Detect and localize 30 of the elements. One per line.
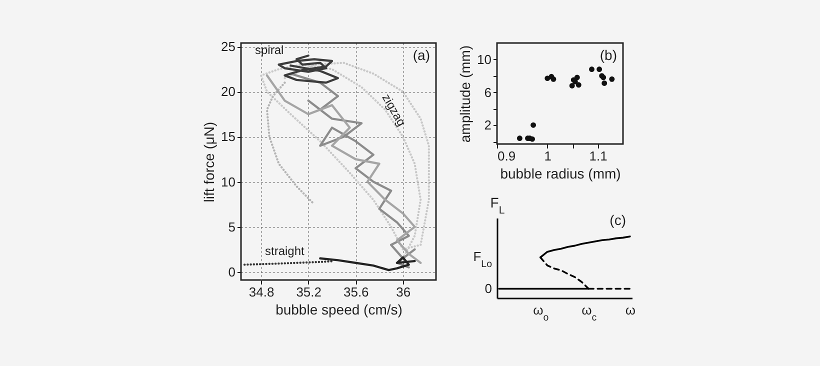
x-tick-label: 34.8 [248,284,274,300]
annotation: (a) [412,47,430,63]
x-axis-title: bubble speed (cm/s) [276,302,402,318]
x-axis-title: bubble radius (mm) [500,166,621,182]
y-tick-label: 5 [228,219,236,234]
y-tick-label: 20 [221,84,236,100]
y-tick-label: 10 [221,174,236,190]
y-tick-label: 15 [221,129,236,144]
x-tick-label: 35.2 [296,284,322,300]
y-tick-label: 6 [484,84,492,100]
x-tick-label: 0.9 [498,148,516,164]
x-tick-label: 35.6 [343,284,369,300]
annotation: spiral [255,43,284,57]
text: (c) [610,212,626,228]
x-tick-label: 36 [396,284,411,300]
y-axis-title: amplitude (mm) [457,45,474,143]
y-tick-label: 2 [484,118,492,133]
y-axis-title: lift force (μN) [201,122,218,202]
y-tick-label: 25 [221,39,236,54]
annotation: straight [265,244,306,258]
y-tick-label: 0 [228,264,236,280]
y-tick-label: 10 [477,52,492,67]
x-tick-label: ω$_{c}$ [582,302,597,323]
text: F$_{Lo}$ [473,249,493,270]
x-tick-label: 1.1 [589,148,608,164]
x-tick-label: ω [625,302,636,318]
x-tick-label: ω$_{o}$ [533,302,550,323]
annotation: (b) [600,47,617,63]
x-tick-label: 1 [544,148,552,164]
y-axis-title: F$_{L}$ [490,194,505,216]
